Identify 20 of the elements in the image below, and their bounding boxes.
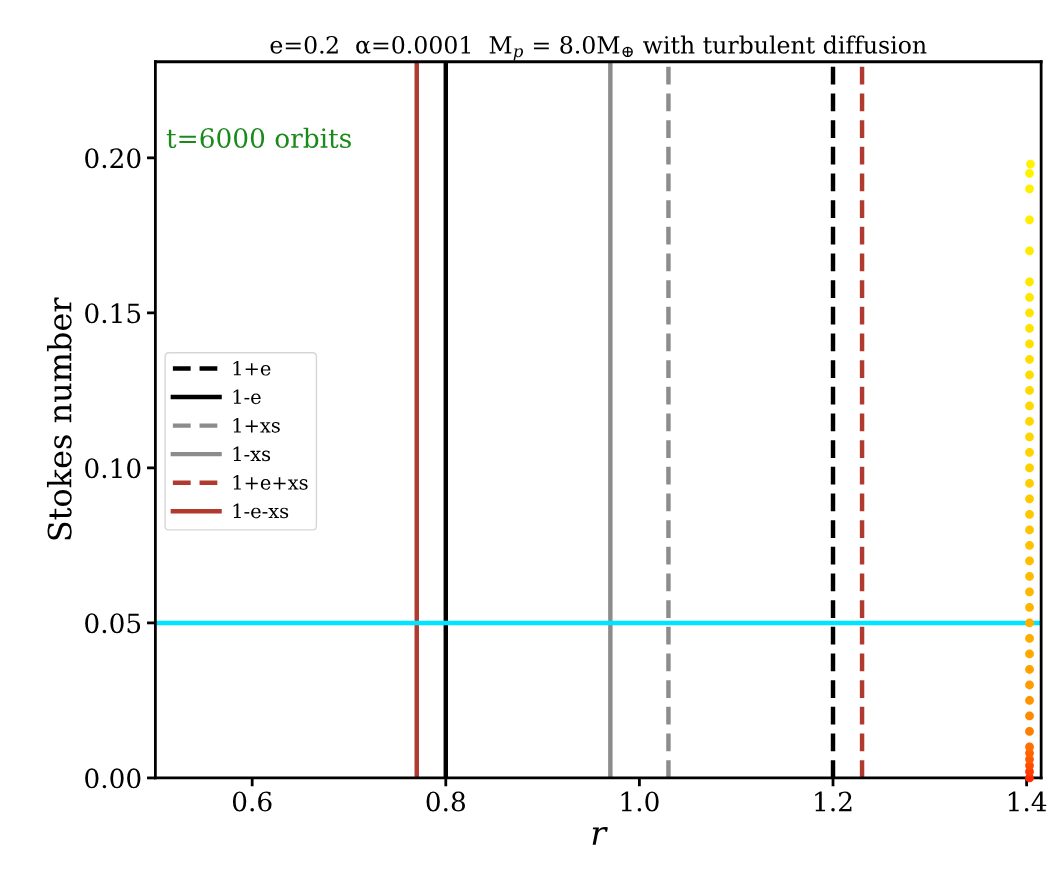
legend-label: 1-e [233, 389, 261, 405]
legend-label: 1+xs [233, 417, 280, 433]
legend-label: 1+e+xs [233, 475, 308, 490]
x-tick-label: 0.6 [232, 791, 272, 812]
y-tick-label: 0.20 [85, 148, 141, 169]
chart-title: e=0.2 α=0.0001 M$_{p}$ = 8.0M$_{⊕}$ with turbulent diffusion [270, 35, 927, 61]
x-tick-label: 1.0 [621, 791, 659, 812]
y-tick-label: 0.05 [85, 613, 141, 634]
legend-label: 1+e [233, 360, 271, 376]
x-tick-label: 1.4 [1008, 791, 1047, 812]
y-tick-label: 0.15 [85, 303, 141, 324]
legend-label: 1-e-xs [233, 503, 289, 519]
annotation: t=6000 orbits [166, 127, 351, 149]
y-tick-label: 0.00 [85, 768, 141, 789]
legend-label: 1-xs [233, 446, 271, 462]
y-tick-label: 0.10 [85, 458, 141, 479]
x-tick-label: 0.8 [426, 791, 465, 812]
x-tick-label: 1.2 [815, 791, 852, 812]
y-axis-title: Stokes number [46, 297, 72, 540]
x-axis-title: r [592, 826, 608, 845]
